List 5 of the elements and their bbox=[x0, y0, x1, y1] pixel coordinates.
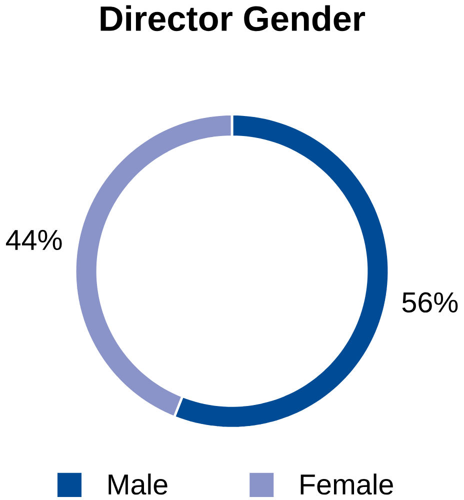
legend-label: Male bbox=[108, 474, 168, 495]
chart-title: Director Gender bbox=[100, 5, 366, 32]
data-label: 44% bbox=[6, 230, 62, 250]
legend-label: Female bbox=[300, 474, 393, 495]
data-label: 56% bbox=[402, 292, 458, 313]
